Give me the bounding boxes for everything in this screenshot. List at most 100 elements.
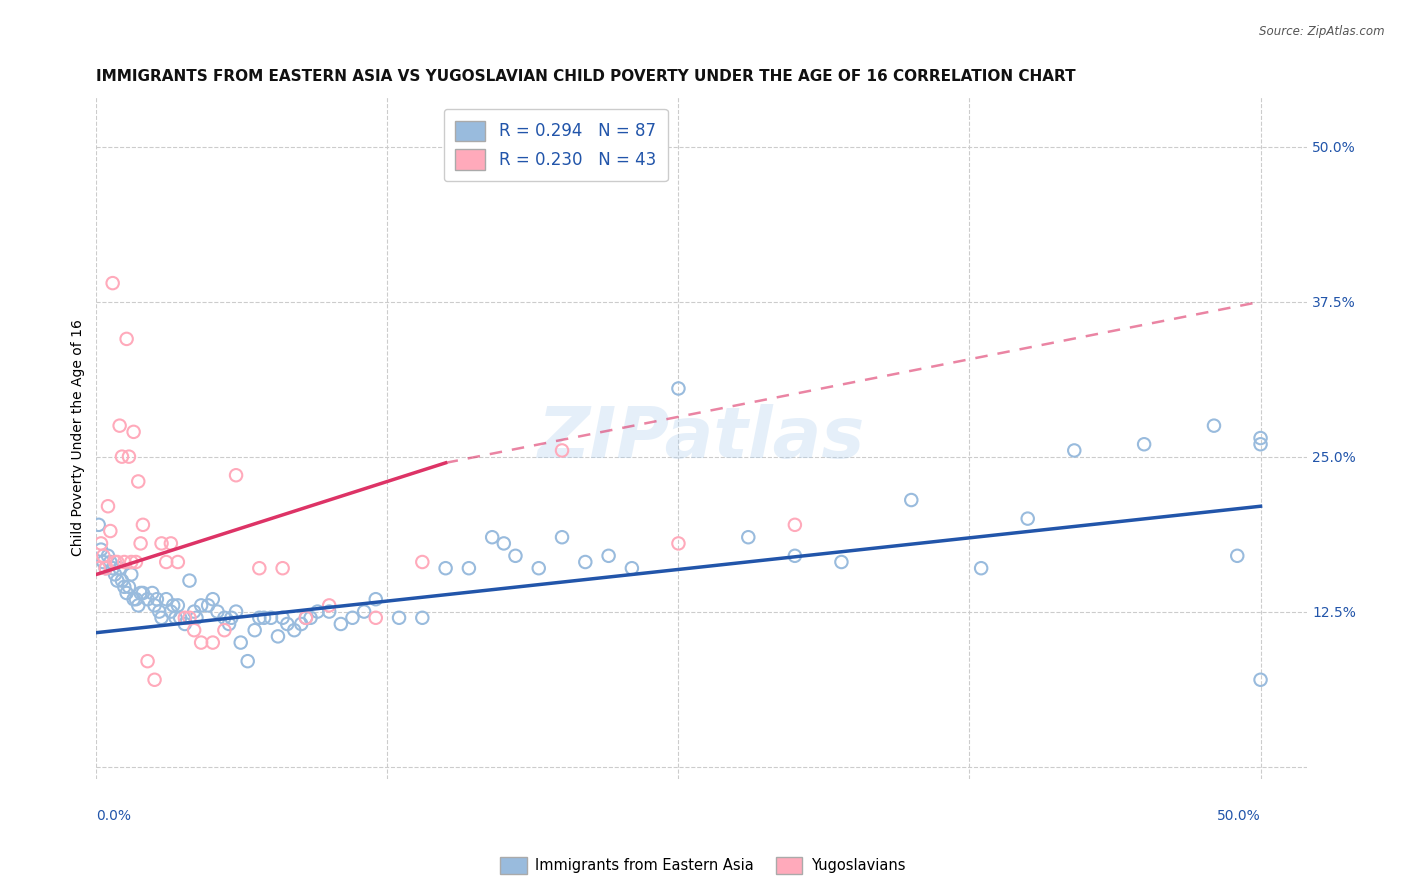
Point — [1250, 673, 1272, 687]
Point — [186, 611, 208, 625]
Point — [783, 517, 806, 532]
Point — [214, 611, 236, 625]
Point — [125, 555, 148, 569]
Point — [620, 561, 643, 575]
Point — [190, 635, 212, 649]
Legend: Immigrants from Eastern Asia, Yugoslavians: Immigrants from Eastern Asia, Yugoslavia… — [495, 851, 911, 880]
Point — [1250, 437, 1272, 451]
Point — [179, 611, 201, 625]
Point — [105, 574, 128, 588]
Point — [318, 605, 340, 619]
Point — [267, 629, 290, 643]
Point — [271, 561, 294, 575]
Point — [118, 580, 141, 594]
Point — [97, 500, 120, 514]
Point — [247, 611, 270, 625]
Point — [551, 443, 574, 458]
Point — [146, 592, 169, 607]
Point — [160, 605, 183, 619]
Point — [166, 555, 188, 569]
Point — [283, 623, 305, 637]
Point — [98, 555, 121, 569]
Point — [94, 561, 117, 575]
Point — [668, 536, 690, 550]
Point — [342, 611, 364, 625]
Point — [132, 517, 155, 532]
Point — [900, 493, 922, 508]
Point — [136, 654, 159, 668]
Point — [115, 586, 138, 600]
Point — [111, 450, 134, 464]
Point — [253, 611, 276, 625]
Point — [197, 599, 219, 613]
Point — [830, 555, 852, 569]
Point — [214, 623, 236, 637]
Point — [90, 542, 112, 557]
Point — [201, 635, 224, 649]
Point — [1063, 443, 1085, 458]
Point — [1133, 437, 1156, 451]
Point — [783, 549, 806, 563]
Text: Source: ZipAtlas.com: Source: ZipAtlas.com — [1260, 25, 1385, 38]
Point — [1250, 431, 1272, 445]
Point — [388, 611, 411, 625]
Point — [183, 605, 205, 619]
Point — [243, 623, 266, 637]
Point — [90, 536, 112, 550]
Point — [221, 611, 243, 625]
Legend: R = 0.294   N = 87, R = 0.230   N = 43: R = 0.294 N = 87, R = 0.230 N = 43 — [444, 109, 668, 181]
Point — [87, 517, 110, 532]
Point — [492, 536, 515, 550]
Point — [307, 605, 329, 619]
Point — [127, 475, 149, 489]
Point — [129, 536, 152, 550]
Point — [970, 561, 993, 575]
Point — [122, 425, 145, 439]
Point — [329, 617, 352, 632]
Point — [132, 586, 155, 600]
Point — [166, 599, 188, 613]
Point — [574, 555, 596, 569]
Point — [160, 536, 183, 550]
Point — [225, 468, 247, 483]
Point — [105, 555, 128, 569]
Point — [108, 418, 131, 433]
Point — [148, 605, 170, 619]
Point — [183, 623, 205, 637]
Point — [115, 332, 138, 346]
Point — [225, 605, 247, 619]
Point — [353, 605, 375, 619]
Point — [201, 592, 224, 607]
Text: IMMIGRANTS FROM EASTERN ASIA VS YUGOSLAVIAN CHILD POVERTY UNDER THE AGE OF 16 CO: IMMIGRANTS FROM EASTERN ASIA VS YUGOSLAV… — [97, 69, 1076, 84]
Point — [112, 580, 135, 594]
Point — [179, 574, 201, 588]
Point — [165, 611, 187, 625]
Text: 50.0%: 50.0% — [1216, 809, 1261, 823]
Point — [112, 555, 135, 569]
Point — [101, 276, 124, 290]
Point — [120, 555, 142, 569]
Point — [276, 617, 298, 632]
Point — [173, 617, 195, 632]
Point — [155, 555, 177, 569]
Text: ZIPatlas: ZIPatlas — [538, 403, 866, 473]
Point — [411, 611, 433, 625]
Point — [434, 561, 457, 575]
Point — [173, 611, 195, 625]
Point — [290, 617, 312, 632]
Point — [271, 611, 294, 625]
Point — [91, 549, 114, 563]
Point — [247, 561, 270, 575]
Point — [1017, 511, 1039, 525]
Point — [598, 549, 620, 563]
Point — [150, 536, 173, 550]
Point — [737, 530, 759, 544]
Point — [295, 611, 318, 625]
Point — [87, 561, 110, 575]
Point — [169, 611, 191, 625]
Point — [457, 561, 479, 575]
Point — [111, 574, 134, 588]
Point — [118, 450, 141, 464]
Point — [551, 530, 574, 544]
Point — [411, 555, 433, 569]
